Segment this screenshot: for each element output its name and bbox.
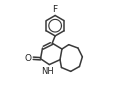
Text: NH: NH — [42, 67, 54, 76]
Text: F: F — [53, 5, 58, 14]
Text: O: O — [25, 54, 32, 63]
